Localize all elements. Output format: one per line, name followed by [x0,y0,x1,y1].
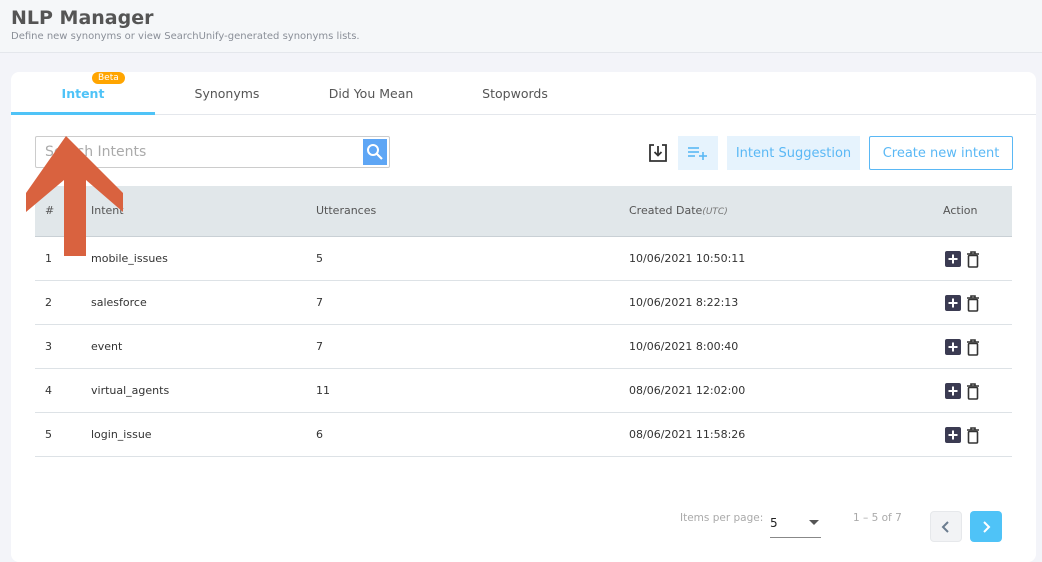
table-header: # Intent Utterances Created Date(UTC) Ac… [35,186,1012,237]
table-row: 2 salesforce 7 10/06/2021 8:22:13 [35,281,1012,325]
download-icon [649,144,667,162]
tab-did-you-mean[interactable]: Did You Mean [328,86,414,101]
row-actions [945,427,980,444]
cell-intent[interactable]: event [91,340,123,353]
items-per-page-value: 5 [770,516,778,530]
tab-synonyms[interactable]: Synonyms [194,86,260,101]
tab-bar: Beta Intent Synonyms Did You Mean Stopwo… [11,72,1036,115]
trash-icon[interactable] [966,383,980,400]
cell-num: 4 [45,384,52,397]
cell-utterances: 6 [316,428,323,441]
cell-utterances: 11 [316,384,330,397]
create-intent-button[interactable]: Create new intent [869,136,1013,170]
beta-badge: Beta [92,72,125,84]
header-action: Action [943,204,978,217]
trash-icon[interactable] [966,295,980,312]
intent-suggestion-button[interactable]: Intent Suggestion [727,136,860,170]
next-page-button[interactable] [970,511,1002,542]
row-actions [945,295,980,312]
table-row: 4 virtual_agents 11 08/06/2021 12:02:00 [35,369,1012,413]
tab-intent[interactable]: Beta Intent [11,72,155,115]
chevron-left-icon [941,520,949,533]
cell-intent[interactable]: mobile_issues [91,252,168,265]
search-button[interactable] [363,139,387,165]
header-created: Created Date(UTC) [629,186,728,237]
trash-icon[interactable] [966,427,980,444]
header-created-label: Created Date [629,204,703,217]
annotation-arrow-icon [26,136,123,256]
cell-utterances: 5 [316,252,323,265]
header-intent: Intent [91,204,124,217]
intents-table: # Intent Utterances Created Date(UTC) Ac… [35,186,1012,457]
header-num: # [45,204,55,217]
table-row: 1 mobile_issues 5 10/06/2021 10:50:11 [35,237,1012,281]
header-created-suffix: (UTC) [702,207,728,217]
page-subtitle: Define new synonyms or view SearchUnify-… [11,31,360,42]
content-card: Beta Intent Synonyms Did You Mean Stopwo… [11,72,1036,562]
row-actions [945,383,980,400]
tab-stopwords[interactable]: Stopwords [482,86,548,101]
add-utterance-icon[interactable] [945,251,961,267]
cell-intent[interactable]: login_issue [91,428,152,441]
search-icon [367,144,383,160]
cell-intent[interactable]: virtual_agents [91,384,170,397]
cell-utterances: 7 [316,296,323,309]
add-utterance-icon[interactable] [945,383,961,399]
items-per-page-label: Items per page: [680,512,764,524]
add-list-button[interactable] [678,136,718,170]
tab-label: Intent [61,86,105,101]
cell-created: 10/06/2021 8:00:40 [629,340,739,353]
cell-num: 5 [45,428,52,441]
chevron-down-icon [809,520,819,525]
page-header: NLP Manager Define new synonyms or view … [0,0,1042,53]
header-utterances: Utterances [316,204,377,217]
row-actions [945,251,980,268]
cell-num: 1 [45,252,52,265]
chevron-right-icon [983,520,991,533]
add-utterance-icon[interactable] [945,427,961,443]
add-utterance-icon[interactable] [945,339,961,355]
table-row: 3 event 7 10/06/2021 8:00:40 [35,325,1012,369]
cell-utterances: 7 [316,340,323,353]
cell-num: 2 [45,296,52,309]
table-row: 5 login_issue 6 08/06/2021 11:58:26 [35,413,1012,457]
row-actions [945,339,980,356]
cell-created: 08/06/2021 11:58:26 [629,428,746,441]
cell-created: 10/06/2021 8:22:13 [629,296,739,309]
cell-intent[interactable]: salesforce [91,296,147,309]
cell-created: 10/06/2021 10:50:11 [629,252,746,265]
cell-created: 08/06/2021 12:02:00 [629,384,746,397]
previous-page-button[interactable] [930,511,962,542]
playlist-add-icon [688,147,707,160]
trash-icon[interactable] [966,339,980,356]
download-button[interactable] [645,136,671,170]
items-per-page-select[interactable]: 5 [770,516,821,538]
add-utterance-icon[interactable] [945,295,961,311]
trash-icon[interactable] [966,251,980,268]
page-title: NLP Manager [11,7,154,29]
cell-num: 3 [45,340,52,353]
page-range: 1 – 5 of 7 [853,512,902,524]
